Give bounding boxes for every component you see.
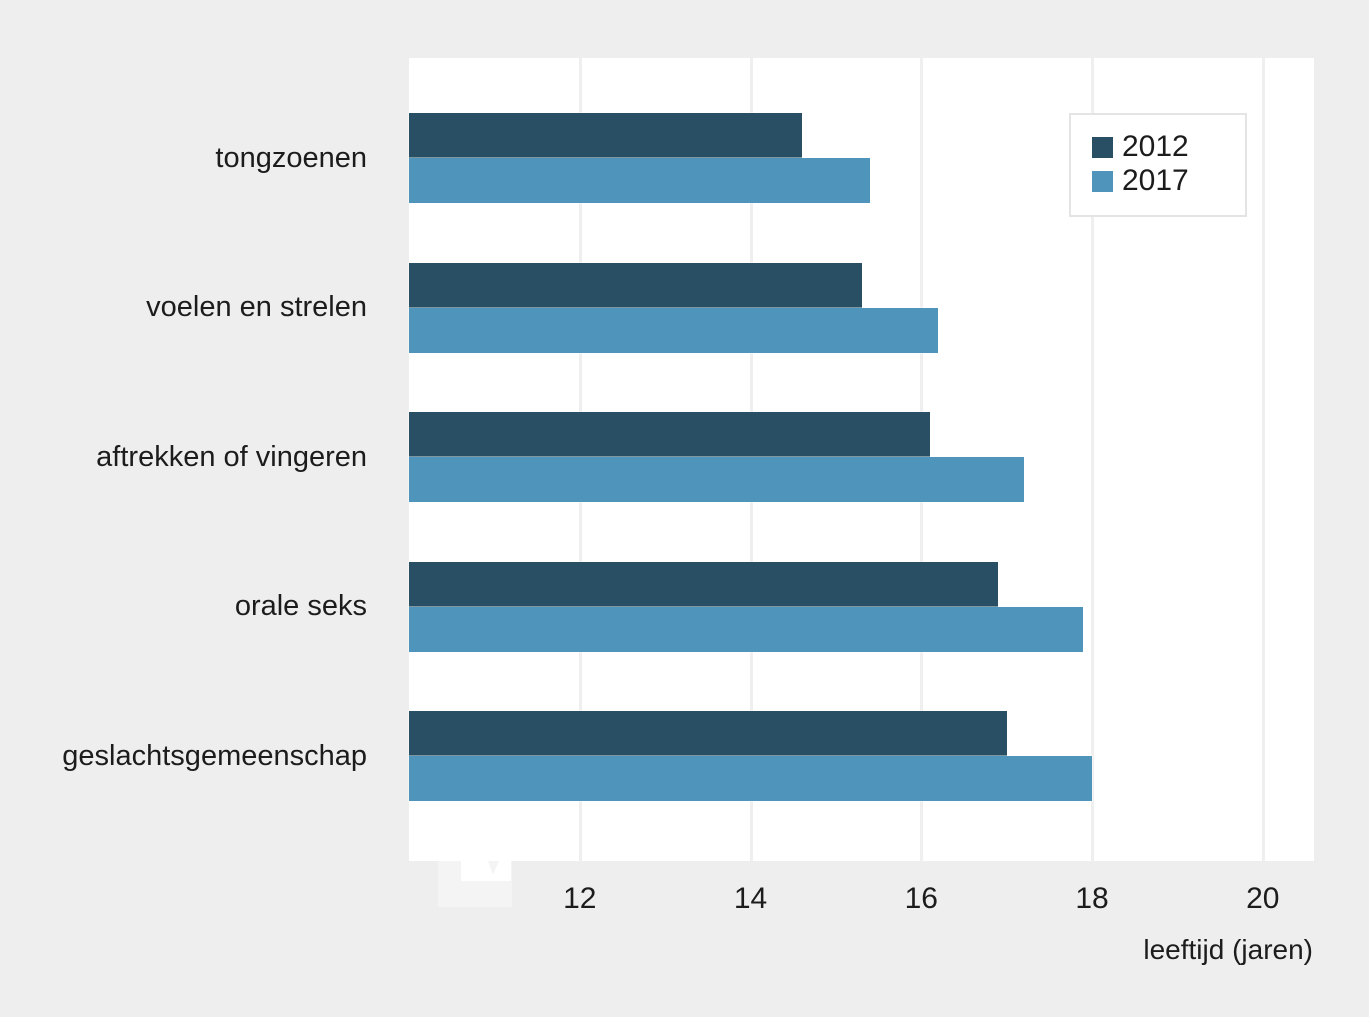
legend-label-2017: 2017 bbox=[1122, 164, 1189, 197]
y-axis-category-labels: tongzoenen voelen en strelen aftrekken of … bbox=[0, 58, 367, 861]
bar-2012-3 bbox=[409, 412, 930, 457]
bar-2012-2 bbox=[409, 262, 862, 308]
bar-2017-4 bbox=[409, 606, 1084, 652]
legend: 2012 2017 bbox=[1069, 113, 1247, 217]
bar-group-5 bbox=[409, 711, 1314, 801]
bar-2017-5 bbox=[409, 756, 1093, 801]
bar-2012-1 bbox=[409, 113, 802, 158]
x-axis-title: leeftijd (jaren) bbox=[1143, 934, 1313, 965]
category-label-1: tongzoenen bbox=[215, 141, 367, 174]
legend-label-2012: 2012 bbox=[1122, 130, 1189, 163]
category-label-2: voelen en strelen bbox=[146, 291, 367, 323]
legend-swatch-2012 bbox=[1092, 136, 1113, 158]
x-axis-tick-labels: 12 14 16 18 20 bbox=[409, 882, 1314, 922]
x-tick-label-16: 16 bbox=[904, 882, 938, 915]
axis-break-icon bbox=[438, 846, 512, 907]
x-tick-label-18: 18 bbox=[1075, 882, 1109, 915]
bar-group-1 bbox=[409, 113, 1314, 203]
bar-group-2 bbox=[409, 262, 1314, 353]
bar-2017-1 bbox=[409, 158, 871, 203]
legend-item-2012: 2012 bbox=[1092, 130, 1245, 164]
gridline-x-20 bbox=[1261, 58, 1265, 861]
category-label-3: aftrekken of vingeren bbox=[96, 440, 367, 473]
legend-item-2017: 2017 bbox=[1092, 164, 1245, 198]
legend-swatch-2017 bbox=[1092, 170, 1113, 192]
x-tick-label-12: 12 bbox=[563, 882, 597, 915]
bar-group-4 bbox=[409, 561, 1314, 652]
bar-2017-3 bbox=[409, 457, 1024, 502]
gridline-x-18 bbox=[1091, 58, 1095, 861]
bar-2017-2 bbox=[409, 307, 939, 353]
category-label-5: geslachtsgemeenschap bbox=[62, 739, 367, 772]
bar-2012-5 bbox=[409, 711, 1007, 756]
x-tick-label-14: 14 bbox=[733, 882, 768, 915]
category-label-4: orale seks bbox=[234, 590, 367, 622]
x-tick-label-20: 20 bbox=[1246, 882, 1280, 915]
bar-2012-4 bbox=[409, 561, 999, 607]
bar-group-3 bbox=[409, 412, 1314, 502]
